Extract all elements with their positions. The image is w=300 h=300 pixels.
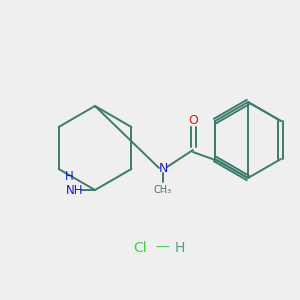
Text: H: H [64, 169, 74, 182]
Text: N: N [158, 161, 168, 175]
Text: Cl: Cl [133, 241, 147, 255]
Text: NH: NH [66, 184, 84, 197]
Text: methyl: methyl [162, 190, 167, 192]
Text: H: H [175, 241, 185, 255]
Text: O: O [188, 113, 198, 127]
Text: —: — [155, 241, 169, 255]
Text: CH₃: CH₃ [154, 185, 172, 195]
